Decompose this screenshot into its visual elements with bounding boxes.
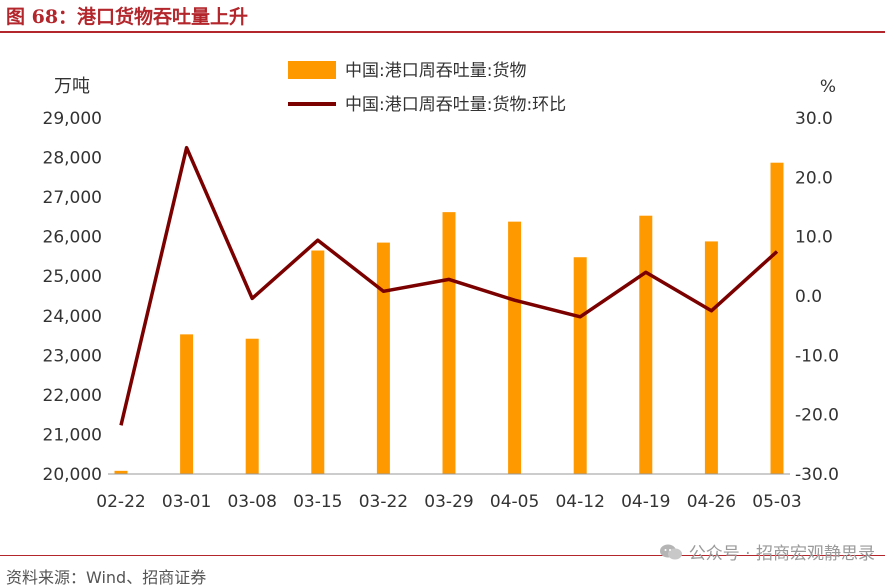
x-tick-label: 03-15 xyxy=(293,492,342,512)
bar xyxy=(770,162,784,474)
x-tick-label: 03-01 xyxy=(162,492,211,512)
line-series xyxy=(119,145,779,426)
right-tick-label: 30.0 xyxy=(795,109,833,129)
right-tick-label: -20.0 xyxy=(795,406,839,426)
bar xyxy=(180,334,194,474)
x-tick-label: 03-08 xyxy=(227,492,276,512)
bar xyxy=(442,212,456,475)
x-tick-label: 04-05 xyxy=(490,492,539,512)
figure-header: 图 68：港口货物吞吐量上升 xyxy=(0,0,891,34)
left-tick-label: 29,000 xyxy=(43,109,102,129)
x-tick-label: 04-12 xyxy=(555,492,604,512)
x-tick-label: 03-22 xyxy=(359,492,408,512)
wechat-icon xyxy=(659,543,683,561)
left-tick-label: 27,000 xyxy=(43,188,102,208)
legend-label-line: 中国:港口周吞吐量:货物:环比 xyxy=(345,95,566,115)
figure-title: 图 68：港口货物吞吐量上升 xyxy=(6,6,249,28)
footer-divider xyxy=(0,555,885,556)
bar xyxy=(704,241,718,474)
left-tick-label: 22,000 xyxy=(43,386,102,406)
left-axis-unit: 万吨 xyxy=(54,76,90,97)
x-tick-label: 03-29 xyxy=(424,492,473,512)
right-tick-label: 0.0 xyxy=(795,287,822,307)
right-tick-label: 10.0 xyxy=(795,228,833,248)
left-tick-label: 25,000 xyxy=(43,267,102,287)
bar xyxy=(376,242,390,474)
legend-label-bar: 中国:港口周吞吐量:货物 xyxy=(345,61,526,81)
right-tick-label: 20.0 xyxy=(795,168,833,188)
source-note: 资料来源：Wind、招商证券 xyxy=(6,568,207,587)
left-tick-label: 21,000 xyxy=(43,425,102,445)
left-tick-label: 28,000 xyxy=(43,149,102,169)
x-tick-label: 04-19 xyxy=(621,492,670,512)
left-tick-label: 24,000 xyxy=(43,307,102,327)
left-tick-label: 23,000 xyxy=(43,346,102,366)
left-tick-label: 20,000 xyxy=(43,465,102,485)
legend-swatch-bar xyxy=(288,61,336,79)
right-axis-unit: % xyxy=(820,77,836,97)
bar xyxy=(639,215,653,475)
bar xyxy=(508,221,522,474)
bar xyxy=(311,250,325,474)
bar xyxy=(245,338,259,474)
watermark-text: 公众号 · 招商宏观静思录 xyxy=(688,544,875,564)
chart: 万吨 % 20,000 21,000 22,000 23,000 24,000 25,000 2… xyxy=(43,61,839,512)
left-tick-label: 26,000 xyxy=(43,228,102,248)
bar xyxy=(573,257,587,474)
bar xyxy=(114,470,128,474)
x-tick-label: 04-26 xyxy=(687,492,736,512)
right-tick-label: -10.0 xyxy=(795,346,839,366)
x-tick-label: 02-22 xyxy=(96,492,145,512)
watermark: 公众号 · 招商宏观静思录 xyxy=(659,539,875,564)
header-divider xyxy=(0,31,885,33)
x-tick-label: 05-03 xyxy=(752,492,801,512)
right-tick-label: -30.0 xyxy=(795,465,839,485)
